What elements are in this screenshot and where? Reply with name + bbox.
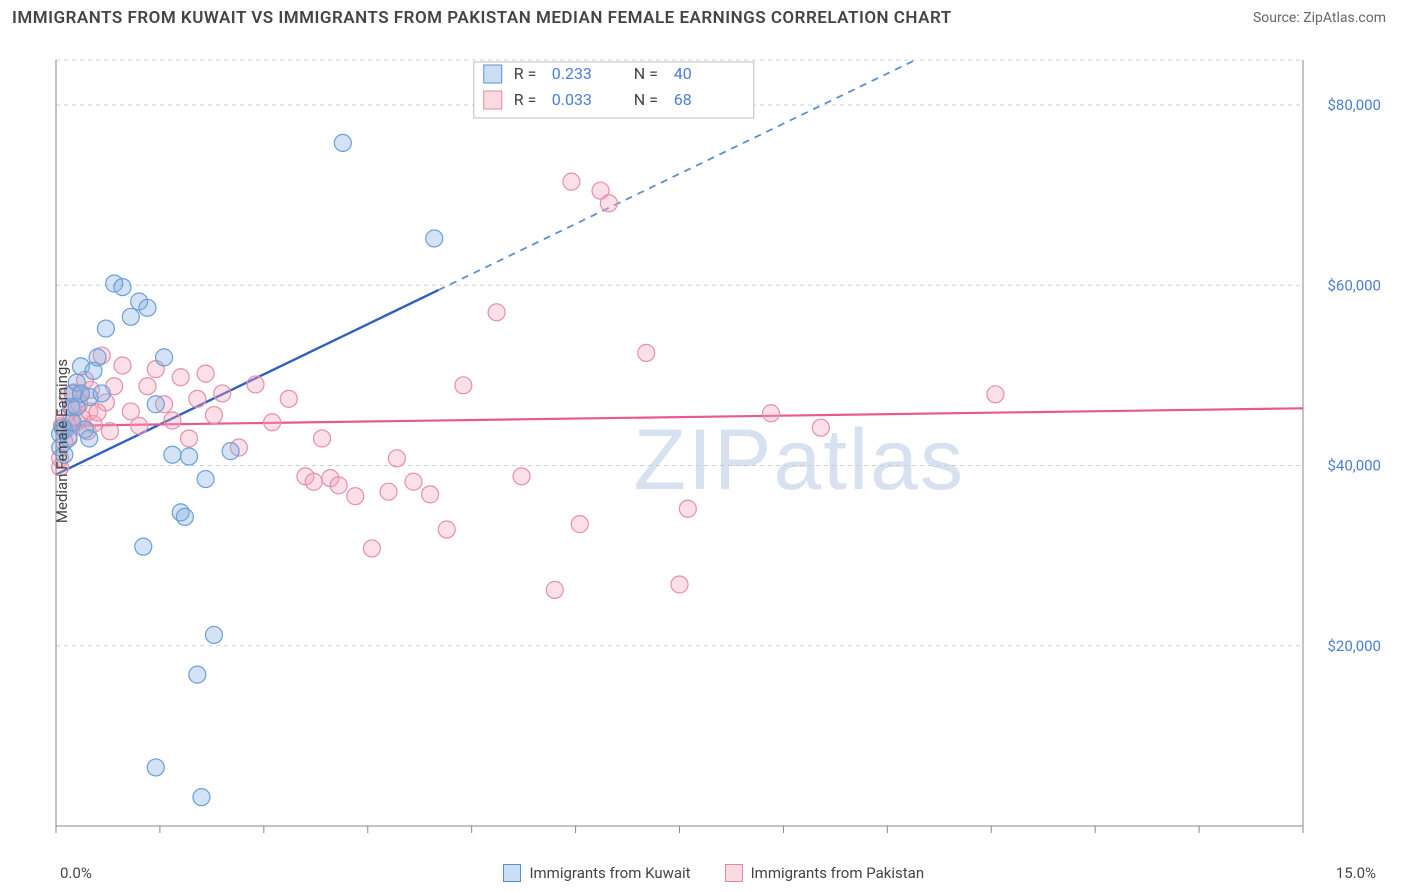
svg-text:68: 68 (674, 90, 692, 109)
svg-text:$60,000: $60,000 (1327, 276, 1381, 294)
x-min-label: 0.0% (60, 864, 92, 882)
source-text: Source: ZipAtlas.com (1253, 10, 1386, 26)
svg-text:$80,000: $80,000 (1327, 96, 1381, 114)
legend-label: Immigrants from Kuwait (529, 864, 690, 882)
x-max-label: 15.0% (1336, 864, 1376, 882)
chart-title: IMMIGRANTS FROM KUWAIT VS IMMIGRANTS FRO… (12, 8, 952, 28)
legend-swatch-icon (503, 864, 521, 882)
svg-text:40: 40 (674, 64, 692, 83)
svg-text:R =: R = (514, 64, 537, 83)
svg-text:R =: R = (514, 90, 537, 109)
svg-text:ZIPatlas: ZIPatlas (634, 412, 965, 508)
legend-item-pakistan: Immigrants from Pakistan (725, 864, 925, 882)
svg-text:0.233: 0.233 (552, 64, 592, 83)
legend-swatch-icon (725, 864, 743, 882)
svg-text:$40,000: $40,000 (1327, 457, 1381, 475)
legend-center: Immigrants from Kuwait Immigrants from P… (503, 864, 924, 882)
svg-text:$20,000: $20,000 (1327, 637, 1381, 655)
legend-bar: 0.0% Immigrants from Kuwait Immigrants f… (0, 864, 1406, 882)
legend-item-kuwait: Immigrants from Kuwait (503, 864, 690, 882)
legend-label: Immigrants from Pakistan (751, 864, 925, 882)
svg-text:N =: N = (634, 64, 658, 83)
svg-text:N =: N = (634, 90, 658, 109)
y-axis-label: Median Female Earnings (53, 359, 71, 523)
chart-area: Median Female Earnings ZIPatlas $20,000 $4… (50, 40, 1388, 842)
scatter-plot: ZIPatlas $20,000 $40,000 $60,000 $80,000 R = 0… (50, 40, 1388, 842)
svg-text:0.033: 0.033 (552, 90, 592, 109)
